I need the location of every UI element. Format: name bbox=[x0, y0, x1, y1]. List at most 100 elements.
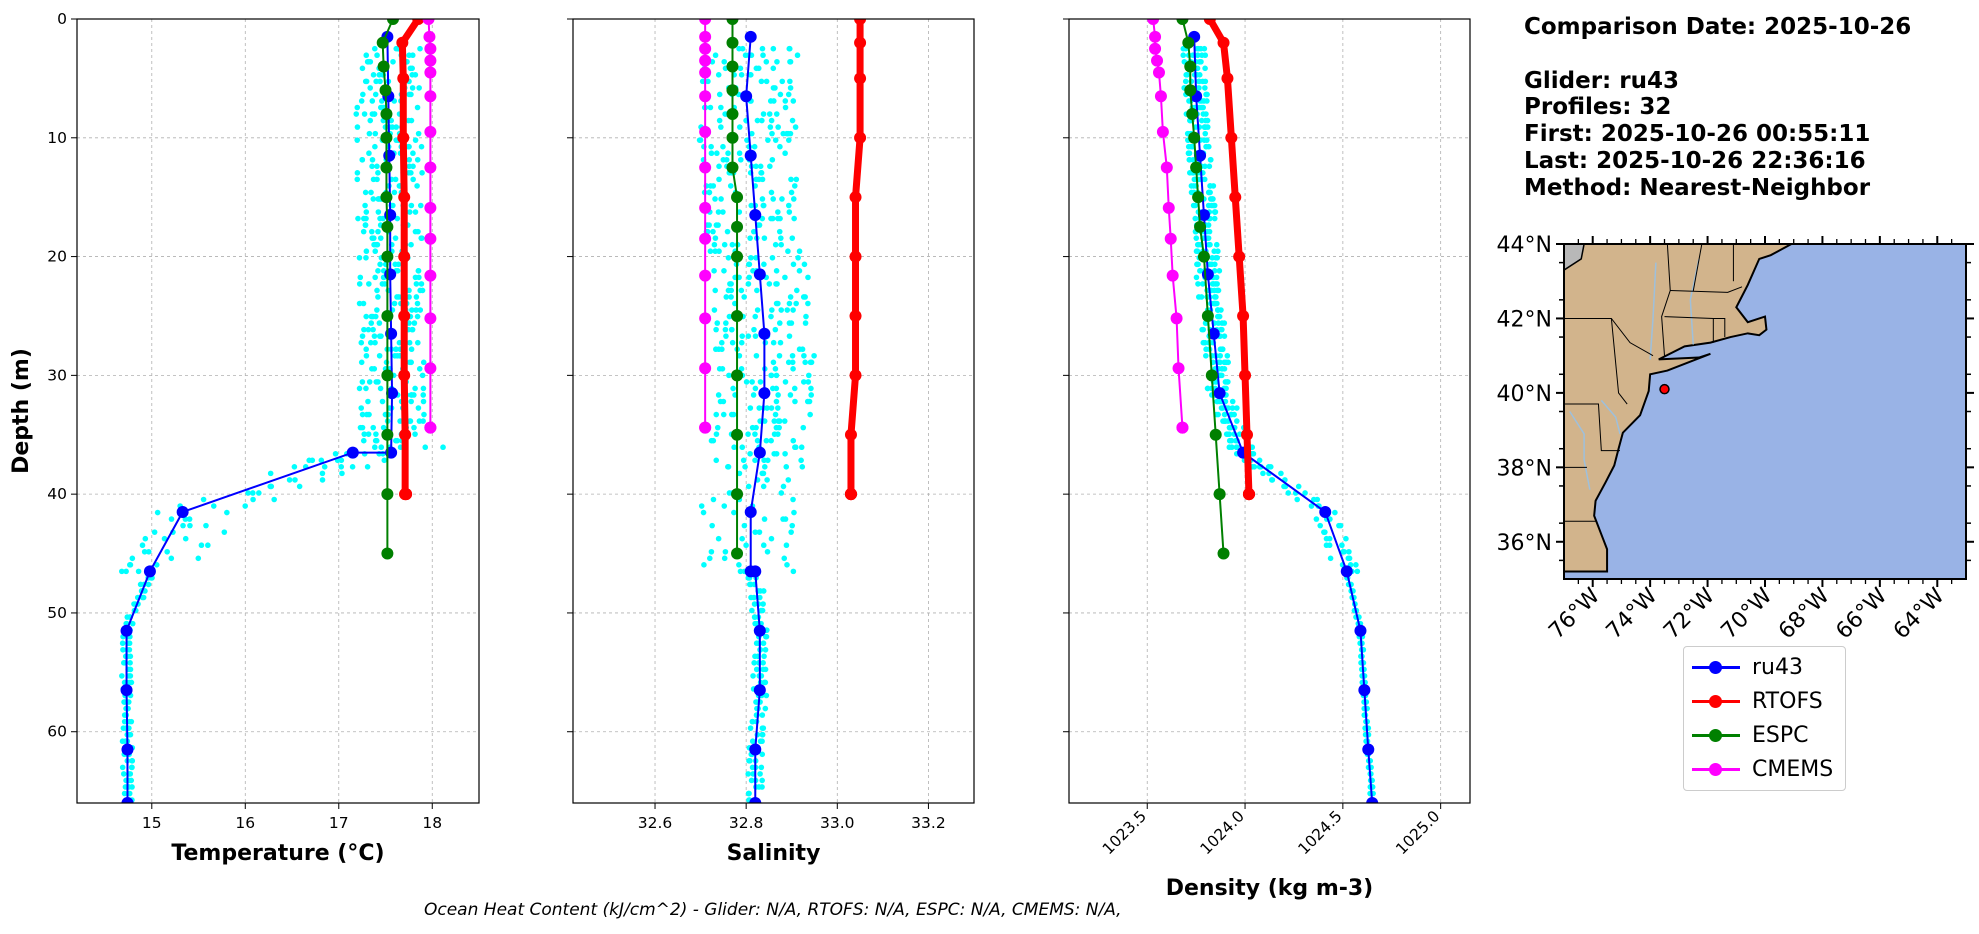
series-glider bbox=[1188, 30, 1379, 803]
glider-raw-scatter bbox=[119, 45, 446, 803]
scatter-point bbox=[359, 411, 366, 418]
scatter-point bbox=[408, 241, 414, 248]
scatter-point bbox=[1193, 248, 1200, 255]
scatter-point bbox=[758, 764, 765, 771]
scatter-point bbox=[745, 281, 752, 287]
series-line-glider bbox=[125, 36, 394, 803]
data-point-espc bbox=[726, 60, 739, 73]
scatter-point bbox=[749, 607, 755, 614]
scatter-point bbox=[775, 392, 781, 398]
scatter-point bbox=[748, 130, 755, 137]
scatter-point bbox=[730, 385, 736, 392]
scatter-point bbox=[779, 196, 785, 202]
scatter-point bbox=[376, 352, 383, 359]
scatter-point bbox=[412, 228, 419, 235]
scatter-point bbox=[1265, 464, 1272, 470]
scatter-point bbox=[1195, 78, 1202, 85]
scatter-point bbox=[729, 339, 736, 346]
data-point-rtofs bbox=[1229, 191, 1242, 204]
scatter-point bbox=[409, 307, 415, 313]
series-espc bbox=[726, 19, 744, 560]
scatter-point bbox=[741, 294, 747, 300]
scatter-point bbox=[762, 705, 769, 712]
legend-dot bbox=[1709, 729, 1722, 742]
data-point-glider bbox=[744, 30, 757, 43]
scatter-point bbox=[405, 170, 412, 176]
data-point-espc bbox=[380, 108, 393, 121]
data-point-glider bbox=[1213, 387, 1226, 400]
data-point-cmems bbox=[699, 66, 712, 79]
scatter-point bbox=[726, 313, 733, 320]
scatter-point bbox=[708, 143, 714, 150]
scatter-point bbox=[1222, 379, 1229, 385]
scatter-point bbox=[744, 137, 750, 143]
scatter-point bbox=[794, 52, 801, 59]
data-point-rtofs bbox=[854, 36, 867, 49]
data-point-espc bbox=[381, 250, 394, 263]
scatter-point bbox=[737, 568, 744, 575]
river bbox=[1689, 258, 1700, 345]
scatter-point bbox=[769, 156, 776, 163]
data-point-glider bbox=[386, 387, 399, 400]
scatter-point bbox=[372, 313, 379, 320]
scatter-point bbox=[420, 418, 426, 424]
scatter-point bbox=[417, 45, 423, 52]
scatter-point bbox=[366, 130, 373, 137]
scatter-point bbox=[762, 646, 769, 653]
scatter-point bbox=[440, 444, 446, 451]
scatter-point bbox=[707, 183, 714, 189]
scatter-point bbox=[119, 568, 125, 575]
data-point-glider bbox=[1340, 565, 1353, 578]
scatter-point bbox=[778, 235, 784, 241]
scatter-point bbox=[725, 464, 731, 470]
series-espc bbox=[1176, 19, 1230, 560]
data-point-glider bbox=[384, 268, 397, 281]
scatter-point bbox=[119, 673, 125, 679]
scatter-point bbox=[1204, 98, 1210, 104]
scatter-point bbox=[318, 457, 325, 464]
scatter-point bbox=[391, 300, 398, 307]
scatter-point bbox=[161, 535, 168, 542]
scatter-point bbox=[777, 339, 784, 346]
scatter-point bbox=[786, 300, 793, 307]
data-point-glider bbox=[1362, 743, 1375, 756]
scatter-point bbox=[721, 503, 728, 509]
scatter-point bbox=[770, 196, 776, 202]
scatter-point bbox=[420, 398, 427, 405]
scatter-point bbox=[723, 320, 729, 326]
scatter-point bbox=[700, 509, 707, 516]
first-time: First: 2025-10-26 00:55:11 bbox=[1524, 121, 1871, 147]
lake-ontario bbox=[1564, 244, 1585, 271]
comparison-date: Comparison Date: 2025-10-26 bbox=[1524, 14, 1912, 40]
data-point-cmems bbox=[424, 362, 437, 375]
scatter-point bbox=[1184, 72, 1190, 78]
scatter-point bbox=[1203, 352, 1209, 359]
scatter-point bbox=[799, 464, 806, 470]
scatter-point bbox=[1190, 202, 1197, 209]
x-tick-label: 17 bbox=[329, 814, 349, 832]
scatter-point bbox=[756, 529, 763, 535]
scatter-point bbox=[783, 542, 790, 549]
method: Method: Nearest-Neighbor bbox=[1524, 175, 1871, 201]
scatter-point bbox=[788, 189, 795, 196]
scatter-point bbox=[126, 679, 132, 686]
scatter-point bbox=[411, 320, 418, 326]
scatter-point bbox=[708, 150, 715, 157]
scatter-point bbox=[768, 189, 775, 196]
scatter-point bbox=[1256, 457, 1263, 464]
x-axis-label: Salinity bbox=[727, 841, 821, 866]
data-point-rtofs bbox=[397, 72, 410, 85]
scatter-point bbox=[714, 320, 721, 326]
scatter-point bbox=[224, 509, 230, 516]
scatter-point bbox=[203, 522, 209, 529]
glider-location-marker bbox=[1659, 383, 1670, 395]
scatter-point bbox=[377, 235, 384, 241]
scatter-point bbox=[785, 130, 791, 137]
scatter-point bbox=[363, 313, 369, 320]
scatter-point bbox=[718, 104, 724, 111]
data-point-glider bbox=[1194, 149, 1207, 162]
last-time: Last: 2025-10-26 22:36:16 bbox=[1524, 148, 1866, 174]
scatter-point bbox=[805, 379, 812, 385]
scatter-point bbox=[123, 568, 129, 575]
scatter-point bbox=[413, 281, 420, 287]
